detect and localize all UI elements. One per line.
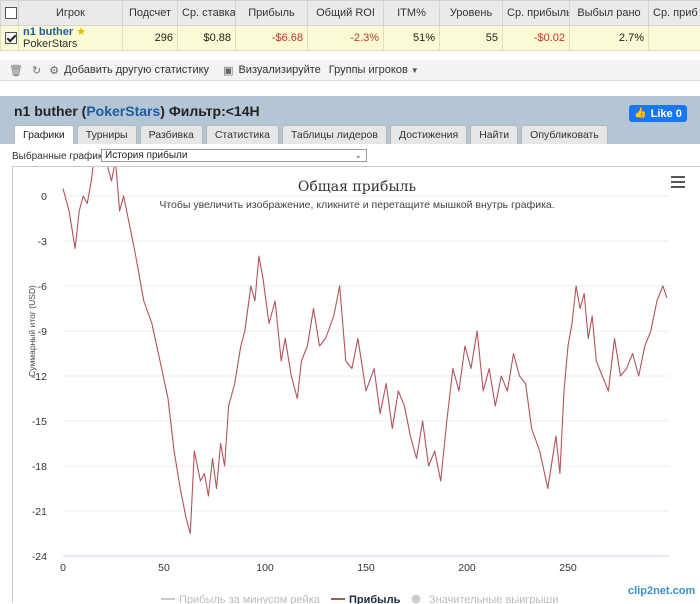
row-checkbox-cell[interactable] [1, 26, 19, 51]
cell-avg-stake: $0.88 [178, 26, 236, 51]
cell-roi: -2.3% [308, 26, 384, 51]
col-player[interactable]: Игрок [19, 1, 123, 26]
stats-table: Игрок Подсчет Ср. ставка Прибыль Общий R… [0, 0, 700, 51]
tab-breakdown[interactable]: Разбивка [140, 125, 203, 144]
col-profit[interactable]: Прибыль [236, 1, 308, 26]
player-name-link[interactable]: n1 buther [23, 26, 73, 38]
legend-marker [412, 595, 421, 604]
y-tick-label: -18 [32, 461, 47, 473]
y-tick-label: -9 [38, 326, 47, 338]
x-tick-label: 100 [256, 562, 274, 574]
chart-title: Общая прибыль [13, 179, 700, 195]
x-tick-label: 0 [60, 562, 66, 574]
y-tick-label: -6 [38, 281, 47, 293]
cell-count: 296 [123, 26, 178, 51]
select-all-cell[interactable] [1, 1, 19, 26]
col-count[interactable]: Подсчет [123, 1, 178, 26]
star-icon[interactable]: ★ [76, 26, 86, 38]
x-tick-label: 200 [458, 562, 476, 574]
chevron-down-icon: ▼ [411, 66, 419, 75]
thumbs-up-icon: 👍 [634, 108, 646, 119]
tab-charts[interactable]: Графики [14, 125, 74, 144]
tab-find[interactable]: Найти [470, 125, 518, 144]
tab-bar: Графики Турниры Разбивка Статистика Табл… [14, 125, 611, 144]
col-avg-profit[interactable]: Ср. прибыль [503, 1, 570, 26]
tab-publish[interactable]: Опубликовать [521, 125, 608, 144]
page-title: n1 buther (PokerStars) Фильтр:<14H [14, 103, 260, 119]
menu-icon[interactable] [671, 176, 685, 191]
chart-select-value: История прибыли [105, 150, 187, 161]
profit-chart[interactable]: 630-3-6-9-12-15-18-21-24050100150200250С… [13, 167, 700, 604]
tab-leaderboards[interactable]: Таблицы лидеров [282, 125, 387, 144]
visualize-button[interactable]: ▣ Визуализируйте [223, 64, 321, 77]
y-tick-label: -24 [32, 551, 47, 563]
chart-container[interactable]: 630-3-6-9-12-15-18-21-24050100150200250С… [12, 166, 700, 603]
facebook-like-button[interactable]: 👍 Like 0 [629, 105, 687, 122]
like-label: Like 0 [651, 108, 682, 120]
tab-content: Выбранные графики: История прибыли ⌄ 630… [0, 144, 700, 603]
chevron-down-icon: ⌄ [354, 149, 362, 161]
select-all-checkbox[interactable] [5, 7, 17, 19]
col-avg-profit-2[interactable]: Ср. приб [649, 1, 700, 26]
x-tick-label: 150 [357, 562, 375, 574]
image-icon: ▣ [223, 64, 233, 77]
row-checkbox[interactable] [5, 32, 17, 44]
y-tick-label: -15 [32, 416, 47, 428]
table-row[interactable]: n1 buther ★ PokerStars 296 $0.88 -$6.68 … [1, 26, 700, 51]
cell-itm: 51% [384, 26, 440, 51]
player-site: PokerStars [23, 38, 77, 50]
add-stats-button[interactable]: ⚙ Добавить другую статистику [49, 64, 209, 77]
y-axis-title: Суммарный итог (USD) [27, 285, 37, 377]
tab-statistics[interactable]: Статистика [206, 125, 279, 144]
cell-profit: -$6.68 [236, 26, 308, 51]
table-header-row: Игрок Подсчет Ср. ставка Прибыль Общий R… [1, 1, 700, 26]
col-roi[interactable]: Общий ROI [308, 1, 384, 26]
y-tick-label: -3 [38, 236, 47, 248]
chart-subtitle: Чтобы увеличить изображение, кликните и … [13, 199, 700, 211]
stats-toolbar: 🗑 ↻ ⚙ Добавить другую статистику ▣ Визуа… [0, 60, 700, 81]
player-cell[interactable]: n1 buther ★ PokerStars [19, 26, 123, 51]
visualize-label: Визуализируйте [238, 64, 320, 76]
cell-level: 55 [440, 26, 503, 51]
player-panel: n1 buther (PokerStars) Фильтр:<14H 👍 Lik… [0, 96, 700, 603]
cell-avg-profit: -$0.02 [503, 26, 570, 51]
player-groups-dropdown[interactable]: Группы игроков ▼ [329, 64, 419, 76]
y-tick-label: -21 [32, 506, 47, 518]
add-stats-label: Добавить другую статистику [64, 64, 209, 76]
title-player-name: n1 buther [14, 103, 78, 119]
refresh-icon[interactable]: ↻ [32, 64, 41, 77]
chart-select-label: Выбранные графики: [12, 151, 111, 162]
col-avg-stake[interactable]: Ср. ставка [178, 1, 236, 26]
col-itm[interactable]: ITM% [384, 1, 440, 26]
col-level[interactable]: Уровень [440, 1, 503, 26]
x-tick-label: 50 [158, 562, 170, 574]
x-tick-label: 250 [559, 562, 577, 574]
settings-icon: ⚙ [49, 64, 59, 77]
tab-tournaments[interactable]: Турниры [77, 125, 137, 144]
title-filter: Фильтр:<14H [169, 103, 260, 119]
trash-icon[interactable]: 🗑 [9, 64, 23, 77]
col-early-out[interactable]: Выбыл рано [570, 1, 649, 26]
cell-avg-profit-2 [649, 26, 700, 51]
cell-early-out: 2.7% [570, 26, 649, 51]
series-line-profit [63, 167, 667, 534]
tab-achievements[interactable]: Достижения [390, 125, 467, 144]
title-site-link[interactable]: PokerStars [86, 103, 160, 119]
watermark: clip2net.com [628, 585, 695, 597]
chart-select[interactable]: История прибыли ⌄ [101, 149, 367, 162]
player-groups-label: Группы игроков [329, 64, 408, 76]
